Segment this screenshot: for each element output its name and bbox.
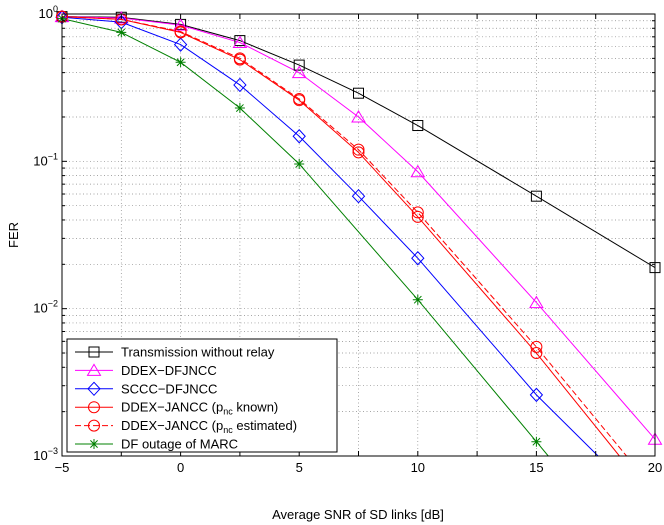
legend-marker: [87, 381, 101, 397]
x-tick-label: 5: [296, 460, 303, 475]
series-point-6: [412, 294, 423, 305]
x-tick-label: 0: [177, 460, 184, 475]
series-point-3: [411, 250, 425, 266]
series-point-3: [351, 188, 366, 204]
series-line-1: [62, 16, 655, 269]
y-tick-label: 10−1: [33, 151, 58, 168]
series-line-4: [62, 16, 620, 456]
y-tick-label: 100: [39, 4, 58, 21]
series-line-2: [62, 16, 655, 440]
x-tick-label: 10: [411, 460, 425, 475]
series-point-2: [173, 18, 188, 31]
curves: [62, 16, 655, 456]
legend-entry-label: Transmission without relay: [121, 345, 275, 360]
series-point-2: [291, 65, 307, 79]
series-point-4: [530, 347, 543, 360]
x-tick-labels: −5 0 5 10 15 20: [55, 460, 663, 475]
ticks: [61, 13, 656, 457]
y-axis-label: FER: [6, 222, 21, 248]
series-point-6: [294, 158, 305, 169]
x-tick-label: −5: [55, 460, 70, 475]
legend: Transmission without relay DDEX−DFJNCC SCC…: [66, 338, 338, 453]
series-point-2: [410, 164, 426, 178]
series-point-2: [232, 35, 248, 49]
series-point-5: [530, 340, 543, 353]
legend-marker: [86, 363, 102, 376]
series-point-4: [352, 146, 365, 159]
series-point-5: [352, 143, 365, 156]
series-point-5: [233, 52, 246, 65]
series-point-1: [412, 120, 424, 132]
series-point-5: [411, 206, 424, 219]
y-tick-labels: 100 10−1 10−2 10−3: [33, 4, 58, 463]
legend-entry-label: DDEX−DFJNCC: [121, 363, 217, 378]
series-point-3: [529, 387, 544, 403]
legend-entry-label: DDEX−JANCC (pnc estimated): [121, 418, 297, 435]
series-point-6: [175, 57, 186, 68]
series-point-1: [353, 87, 364, 99]
legend-marker: [89, 439, 99, 449]
series-point-5: [293, 92, 306, 105]
legend-marker: [88, 346, 100, 358]
series-point-1: [530, 190, 542, 202]
legend-box: [66, 338, 338, 453]
legend-entry-label: DDEX−JANCC (pnc known): [121, 400, 278, 417]
series-line-5: [62, 16, 627, 456]
series-line-3: [62, 16, 599, 456]
series-point-3: [233, 77, 247, 93]
legend-marker: [88, 401, 100, 414]
series-point-1: [293, 59, 305, 71]
series-point-5: [174, 25, 187, 38]
legend-entry-label: DF outage of MARC: [121, 437, 238, 452]
legend-marker: [88, 419, 100, 432]
x-tick-label: 15: [529, 460, 543, 475]
series-point-6: [531, 436, 542, 447]
series-point-6: [234, 103, 245, 114]
series-point-6: [116, 27, 127, 38]
x-axis-label: Average SNR of SD links [dB]: [272, 507, 444, 522]
legend-entry-label: SCCC−DFJNCC: [121, 381, 217, 396]
series-point-4: [411, 210, 424, 223]
series-point-3: [292, 129, 306, 144]
series-point-3: [173, 37, 188, 52]
series-line-6: [62, 18, 549, 456]
series-point-2: [351, 109, 366, 123]
y-tick-label: 10−2: [33, 299, 58, 316]
series-point-2: [113, 10, 129, 24]
y-tick-label: 10−3: [33, 446, 58, 463]
series-point-2: [529, 295, 544, 309]
x-tick-label: 20: [648, 460, 662, 475]
